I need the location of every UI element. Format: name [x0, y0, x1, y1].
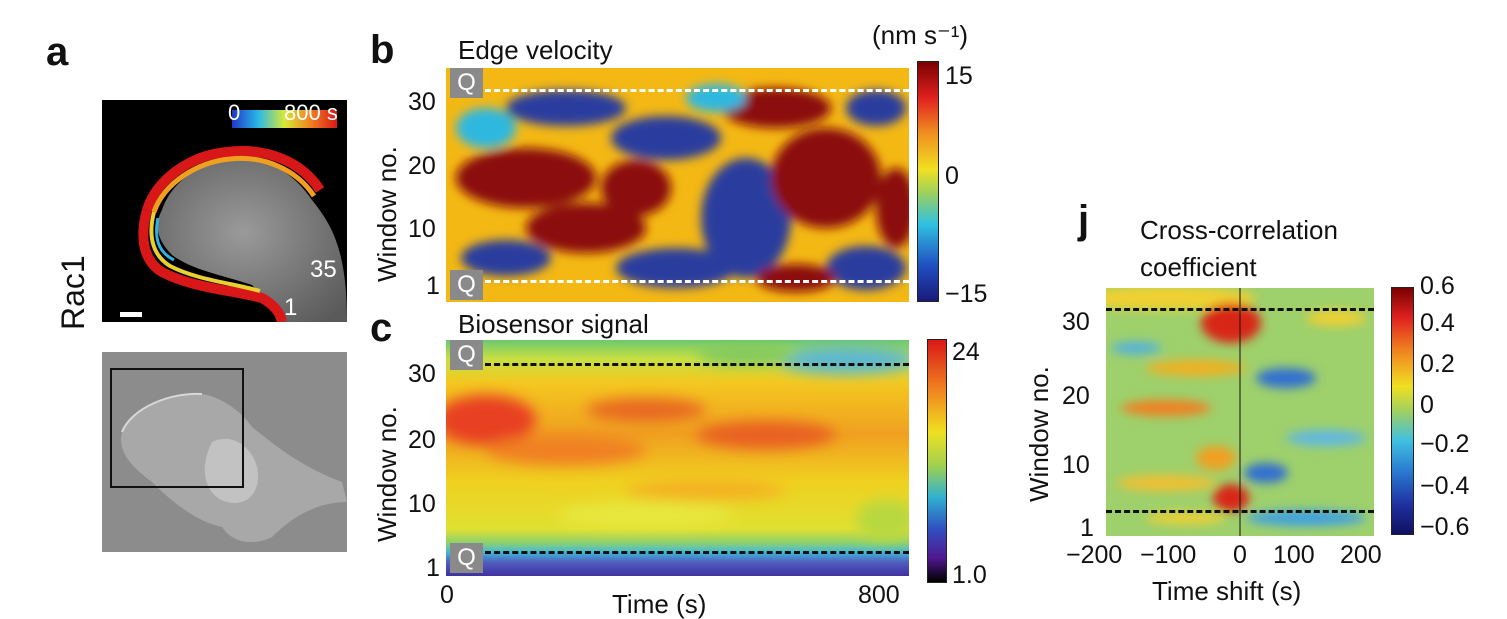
window-bottom-label: 1	[284, 294, 298, 321]
panel-j-cbar-neg0.4: −0.4	[1420, 472, 1470, 500]
window-top-label: 35	[310, 256, 337, 283]
panel-letter-j: j	[1078, 198, 1090, 242]
edge-overlay-image: 0 800 s 35 1	[102, 100, 347, 324]
panel-j-xtick-100: 100	[1273, 541, 1315, 569]
panel-j-ytick-10: 10	[1062, 451, 1090, 479]
panel-c-ytick-30: 30	[408, 360, 436, 388]
panel-b-unit: (nm s⁻¹)	[872, 20, 969, 50]
panel-j-cbar-0.6: 0.6	[1420, 272, 1455, 300]
panel-j-ytick-20: 20	[1062, 382, 1090, 410]
panel-j-cbar-0: 0	[1420, 391, 1434, 419]
panel-b-ytick-30: 30	[408, 88, 436, 116]
panel-j-colorbar	[1391, 287, 1414, 535]
panel-b-ytick-1: 1	[426, 272, 440, 300]
panel-j-xtick-neg200: −200	[1066, 541, 1123, 569]
panel-c-dash-bottom	[485, 551, 909, 554]
panel-c-xtick-800: 800	[858, 581, 900, 609]
panel-j-title-line2: coefficient	[1140, 252, 1257, 282]
panel-c-q-bottom: Q	[450, 543, 483, 573]
panel-j-dash-top	[1106, 308, 1374, 311]
panel-letter-b: b	[370, 28, 395, 72]
panel-b-ytick-20: 20	[408, 152, 436, 180]
panel-c-xtick-0: 0	[440, 581, 454, 609]
time-min-label: 0	[228, 100, 241, 125]
panel-j-ylabel: Window no.	[1024, 366, 1054, 502]
panel-c-dash-top	[485, 363, 909, 366]
panel-j-cbar-0.2: 0.2	[1420, 350, 1455, 378]
panel-c-ytick-1: 1	[426, 554, 440, 582]
panel-c-ylabel: Window no.	[372, 406, 402, 542]
panel-j-cbar-0.4: 0.4	[1420, 309, 1455, 337]
panel-j-ytick-1: 1	[1080, 514, 1094, 542]
dic-image	[102, 352, 348, 552]
panel-c-cbar-24: 24	[952, 338, 980, 366]
panel-c-title: Biosensor signal	[458, 309, 649, 339]
panel-b-cbar-15: 15	[945, 62, 973, 90]
panel-c-ytick-20: 20	[408, 426, 436, 454]
panel-b-q-bottom: Q	[450, 270, 483, 300]
cross-correlation-heatmap	[1106, 288, 1374, 536]
panel-j-cbar-neg0.2: −0.2	[1420, 430, 1470, 458]
panel-b-colorbar	[917, 61, 939, 302]
panel-b-cbar-neg15: −15	[945, 280, 988, 308]
panel-j-ytick-30: 30	[1062, 308, 1090, 336]
panel-b-cbar-0: 0	[945, 162, 959, 190]
panel-c-ytick-10: 10	[408, 490, 436, 518]
panel-letter-c: c	[370, 306, 393, 350]
panel-b-ytick-10: 10	[408, 215, 436, 243]
panel-j-xtick-200: 200	[1340, 541, 1382, 569]
panel-b-q-top: Q	[450, 68, 483, 98]
panel-j-xtick-0: 0	[1233, 541, 1247, 569]
cell-edge-svg	[102, 100, 347, 324]
edge-velocity-heatmap	[446, 68, 909, 302]
panel-j-title-line1: Cross-correlation	[1140, 215, 1338, 245]
biosensor-heatmap	[446, 340, 909, 576]
panel-c-q-top: Q	[450, 340, 483, 370]
panel-c-xlabel: Time (s)	[612, 589, 707, 619]
panel-b-title: Edge velocity	[458, 35, 613, 65]
panel-b-dash-top	[485, 89, 909, 92]
panel-j-xlabel: Time shift (s)	[1152, 576, 1302, 606]
panel-j-cbar-neg0.6: −0.6	[1420, 513, 1470, 541]
panel-j-dash-bottom	[1106, 510, 1374, 513]
panel-b-ylabel: Window no.	[372, 146, 402, 282]
row-label-rac1: Rac1	[55, 255, 91, 330]
panel-j-xtick-neg100: −100	[1140, 541, 1197, 569]
panel-letter-a: a	[46, 30, 69, 74]
panel-c-colorbar	[927, 339, 947, 583]
panel-b-dash-bottom	[485, 280, 909, 283]
dic-cell-svg	[102, 352, 348, 552]
panel-c-cbar-1: 1.0	[952, 561, 987, 589]
time-max-label: 800 s	[284, 100, 338, 125]
